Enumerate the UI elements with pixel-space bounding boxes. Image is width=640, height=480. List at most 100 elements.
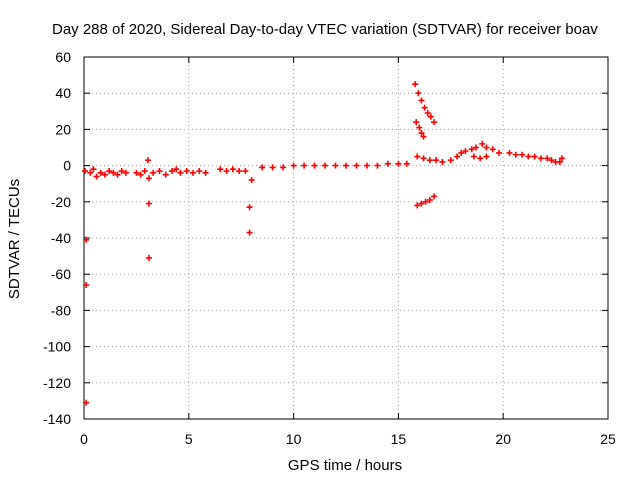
- data-point: [82, 168, 89, 175]
- plot-frame: [83, 56, 609, 420]
- data-point: [236, 168, 243, 175]
- data-point: [418, 130, 425, 137]
- data-point: [418, 97, 425, 104]
- data-point: [427, 113, 434, 120]
- data-point: [477, 155, 484, 162]
- y-tick-label: -100: [43, 339, 71, 355]
- data-point: [162, 171, 169, 178]
- data-point: [183, 168, 190, 175]
- data-point: [189, 169, 196, 176]
- y-tick-label: -60: [51, 266, 71, 282]
- data-point: [137, 171, 144, 178]
- data-point: [412, 81, 419, 88]
- y-tick-label: 40: [55, 85, 71, 101]
- data-point: [479, 140, 486, 147]
- data-point: [118, 168, 125, 175]
- data-point: [177, 169, 184, 176]
- data-point: [483, 153, 490, 160]
- data-point: [537, 155, 544, 162]
- data-point: [420, 155, 427, 162]
- data-point: [416, 124, 423, 131]
- data-point: [489, 146, 496, 153]
- data-point: [106, 168, 113, 175]
- data-point: [145, 200, 152, 207]
- data-point: [363, 162, 370, 169]
- data-point: [424, 110, 431, 117]
- data-point: [426, 157, 433, 164]
- data-point: [83, 282, 90, 289]
- x-tick-label: 5: [185, 431, 193, 447]
- data-point: [145, 254, 152, 261]
- data-point: [145, 175, 152, 182]
- data-point: [229, 166, 236, 173]
- data-point: [322, 162, 329, 169]
- data-point: [353, 162, 360, 169]
- data-point: [144, 157, 151, 164]
- grid: [84, 57, 608, 419]
- x-tick-label: 15: [391, 431, 407, 447]
- data-point: [483, 144, 490, 151]
- data-point: [558, 155, 565, 162]
- data-point: [156, 168, 163, 175]
- data-point: [454, 153, 461, 160]
- data-point: [343, 162, 349, 169]
- data-point: [433, 157, 440, 164]
- data-point: [246, 204, 253, 211]
- data-point: [93, 173, 100, 180]
- data-point: [83, 399, 90, 406]
- data-point: [122, 169, 129, 176]
- y-tick-label: -20: [51, 194, 71, 210]
- data-point: [150, 169, 157, 176]
- data-point: [246, 229, 253, 236]
- data-point: [83, 236, 90, 243]
- data-point: [141, 168, 148, 175]
- data-point: [87, 169, 94, 176]
- data-point: [421, 104, 428, 111]
- y-axis-ticks: -140 -120 -100 -80 -60 -40 -20 0 20 40 60: [43, 49, 608, 427]
- data-point: [472, 144, 479, 151]
- data-point: [259, 164, 266, 171]
- data-point: [248, 177, 255, 184]
- data-point: [169, 168, 176, 175]
- y-tick-label: 0: [63, 158, 71, 174]
- data-point: [301, 162, 308, 169]
- x-tick-label: 0: [80, 431, 88, 447]
- data-point: [395, 160, 402, 167]
- data-point: [173, 166, 180, 173]
- data-point: [496, 149, 503, 156]
- data-point: [519, 151, 526, 158]
- y-tick-label: -120: [43, 375, 71, 391]
- x-tick-label: 25: [600, 431, 616, 447]
- data-point: [544, 155, 551, 162]
- data-point: [418, 200, 425, 207]
- data-point: [431, 193, 438, 200]
- data-point: [110, 169, 117, 176]
- data-point: [97, 169, 104, 176]
- data-point: [447, 157, 454, 164]
- x-tick-label: 20: [495, 431, 511, 447]
- x-axis-ticks: 0 5 10 15 20 25: [80, 57, 616, 447]
- data-point: [426, 196, 433, 203]
- data-point: [269, 164, 276, 171]
- data-point: [556, 158, 563, 165]
- data-point: [280, 164, 287, 171]
- y-tick-label: -40: [51, 230, 71, 246]
- x-tick-label: 10: [286, 431, 302, 447]
- data-point: [470, 153, 477, 160]
- data-point: [462, 148, 469, 155]
- data-point: [414, 202, 421, 209]
- y-tick-label: 60: [55, 49, 71, 65]
- data-point: [202, 169, 209, 176]
- data-point: [101, 171, 108, 178]
- data-points: [82, 81, 565, 406]
- y-tick-label: 20: [55, 121, 71, 137]
- y-tick-label: -140: [43, 411, 71, 427]
- data-point: [290, 162, 297, 169]
- data-point: [439, 158, 446, 165]
- data-point: [242, 168, 249, 175]
- data-point: [413, 119, 420, 126]
- data-point: [414, 153, 421, 160]
- data-point: [133, 169, 140, 176]
- data-point: [525, 153, 532, 160]
